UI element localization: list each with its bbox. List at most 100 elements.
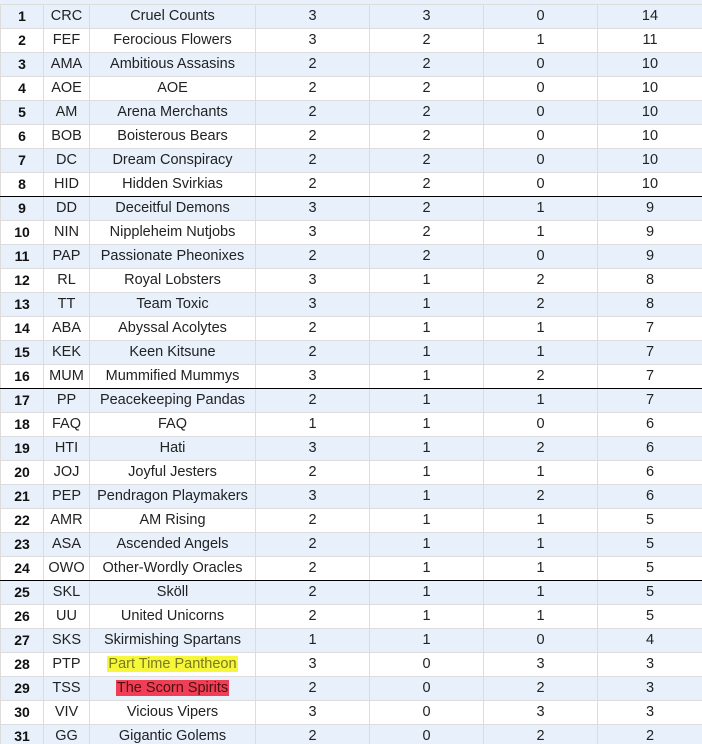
abbr-cell[interactable]: PAP bbox=[43, 244, 90, 269]
table-row[interactable]: 13 TT Team Toxic 3 1 2 8 bbox=[0, 292, 702, 317]
wins-cell[interactable]: 2 bbox=[369, 244, 484, 269]
wins-cell[interactable]: 1 bbox=[369, 556, 484, 581]
points-cell[interactable]: 10 bbox=[597, 148, 702, 173]
games-cell[interactable]: 2 bbox=[255, 676, 370, 701]
abbr-cell[interactable]: SKS bbox=[43, 628, 90, 653]
games-cell[interactable]: 2 bbox=[255, 604, 370, 629]
team-name-cell[interactable]: United Unicorns bbox=[89, 604, 256, 629]
points-cell[interactable]: 3 bbox=[597, 652, 702, 677]
wins-cell[interactable]: 2 bbox=[369, 100, 484, 125]
losses-cell[interactable]: 1 bbox=[483, 196, 598, 221]
points-cell[interactable]: 7 bbox=[597, 316, 702, 341]
abbr-cell[interactable]: OWO bbox=[43, 556, 90, 581]
team-name-cell[interactable]: Cruel Counts bbox=[89, 4, 256, 29]
wins-cell[interactable]: 2 bbox=[369, 148, 484, 173]
team-name-cell[interactable]: Abyssal Acolytes bbox=[89, 316, 256, 341]
table-row[interactable]: 27 SKS Skirmishing Spartans 1 1 0 4 bbox=[0, 628, 702, 653]
table-row[interactable]: 8 HID Hidden Svirkias 2 2 0 10 bbox=[0, 172, 702, 197]
rank-cell[interactable]: 1 bbox=[0, 4, 44, 29]
table-row[interactable]: 6 BOB Boisterous Bears 2 2 0 10 bbox=[0, 124, 702, 149]
table-row[interactable]: 18 FAQ FAQ 1 1 0 6 bbox=[0, 412, 702, 437]
rank-cell[interactable]: 22 bbox=[0, 508, 44, 533]
points-cell[interactable]: 7 bbox=[597, 340, 702, 365]
table-row[interactable]: 11 PAP Passionate Pheonixes 2 2 0 9 bbox=[0, 244, 702, 269]
wins-cell[interactable]: 1 bbox=[369, 388, 484, 413]
games-cell[interactable]: 2 bbox=[255, 316, 370, 341]
team-name-cell[interactable]: Pendragon Playmakers bbox=[89, 484, 256, 509]
team-name-cell[interactable]: Passionate Pheonixes bbox=[89, 244, 256, 269]
games-cell[interactable]: 3 bbox=[255, 220, 370, 245]
abbr-cell[interactable]: ABA bbox=[43, 316, 90, 341]
team-name-cell[interactable]: Sköll bbox=[89, 580, 256, 605]
team-name-cell[interactable]: Nippleheim Nutjobs bbox=[89, 220, 256, 245]
team-name-cell[interactable]: Peacekeeping Pandas bbox=[89, 388, 256, 413]
losses-cell[interactable]: 0 bbox=[483, 412, 598, 437]
wins-cell[interactable]: 1 bbox=[369, 460, 484, 485]
points-cell[interactable]: 6 bbox=[597, 460, 702, 485]
abbr-cell[interactable]: VIV bbox=[43, 700, 90, 725]
team-name-cell[interactable]: Boisterous Bears bbox=[89, 124, 256, 149]
abbr-cell[interactable]: TSS bbox=[43, 676, 90, 701]
losses-cell[interactable]: 2 bbox=[483, 676, 598, 701]
wins-cell[interactable]: 1 bbox=[369, 292, 484, 317]
points-cell[interactable]: 9 bbox=[597, 196, 702, 221]
games-cell[interactable]: 2 bbox=[255, 340, 370, 365]
losses-cell[interactable]: 0 bbox=[483, 4, 598, 29]
points-cell[interactable]: 6 bbox=[597, 412, 702, 437]
abbr-cell[interactable]: BOB bbox=[43, 124, 90, 149]
rank-cell[interactable]: 11 bbox=[0, 244, 44, 269]
abbr-cell[interactable]: UU bbox=[43, 604, 90, 629]
rank-cell[interactable]: 10 bbox=[0, 220, 44, 245]
table-row[interactable]: 19 HTI Hati 3 1 2 6 bbox=[0, 436, 702, 461]
games-cell[interactable]: 3 bbox=[255, 196, 370, 221]
rank-cell[interactable]: 17 bbox=[0, 388, 44, 413]
table-row[interactable]: 25 SKL Sköll 2 1 1 5 bbox=[0, 580, 702, 605]
rank-cell[interactable]: 3 bbox=[0, 52, 44, 77]
games-cell[interactable]: 2 bbox=[255, 556, 370, 581]
abbr-cell[interactable]: PEP bbox=[43, 484, 90, 509]
wins-cell[interactable]: 2 bbox=[369, 76, 484, 101]
wins-cell[interactable]: 1 bbox=[369, 316, 484, 341]
games-cell[interactable]: 3 bbox=[255, 700, 370, 725]
losses-cell[interactable]: 0 bbox=[483, 76, 598, 101]
points-cell[interactable]: 6 bbox=[597, 484, 702, 509]
wins-cell[interactable]: 1 bbox=[369, 364, 484, 389]
rank-cell[interactable]: 24 bbox=[0, 556, 44, 581]
games-cell[interactable]: 3 bbox=[255, 364, 370, 389]
abbr-cell[interactable]: JOJ bbox=[43, 460, 90, 485]
abbr-cell[interactable]: CRC bbox=[43, 4, 90, 29]
abbr-cell[interactable]: GG bbox=[43, 724, 90, 744]
wins-cell[interactable]: 1 bbox=[369, 532, 484, 557]
losses-cell[interactable]: 2 bbox=[483, 364, 598, 389]
games-cell[interactable]: 3 bbox=[255, 28, 370, 53]
rank-cell[interactable]: 2 bbox=[0, 28, 44, 53]
wins-cell[interactable]: 0 bbox=[369, 652, 484, 677]
losses-cell[interactable]: 1 bbox=[483, 388, 598, 413]
team-name-cell[interactable]: Arena Merchants bbox=[89, 100, 256, 125]
points-cell[interactable]: 8 bbox=[597, 268, 702, 293]
rank-cell[interactable]: 4 bbox=[0, 76, 44, 101]
points-cell[interactable]: 5 bbox=[597, 604, 702, 629]
abbr-cell[interactable]: SKL bbox=[43, 580, 90, 605]
team-name-cell[interactable]: AOE bbox=[89, 76, 256, 101]
team-name-cell[interactable]: Keen Kitsune bbox=[89, 340, 256, 365]
wins-cell[interactable]: 2 bbox=[369, 124, 484, 149]
team-name-cell[interactable]: Vicious Vipers bbox=[89, 700, 256, 725]
rank-cell[interactable]: 20 bbox=[0, 460, 44, 485]
rank-cell[interactable]: 18 bbox=[0, 412, 44, 437]
abbr-cell[interactable]: AMA bbox=[43, 52, 90, 77]
rank-cell[interactable]: 21 bbox=[0, 484, 44, 509]
games-cell[interactable]: 2 bbox=[255, 100, 370, 125]
table-row[interactable]: 3 AMA Ambitious Assasins 2 2 0 10 bbox=[0, 52, 702, 77]
losses-cell[interactable]: 2 bbox=[483, 436, 598, 461]
losses-cell[interactable]: 1 bbox=[483, 28, 598, 53]
table-row[interactable]: 5 AM Arena Merchants 2 2 0 10 bbox=[0, 100, 702, 125]
rank-cell[interactable]: 30 bbox=[0, 700, 44, 725]
wins-cell[interactable]: 1 bbox=[369, 268, 484, 293]
wins-cell[interactable]: 1 bbox=[369, 340, 484, 365]
losses-cell[interactable]: 2 bbox=[483, 268, 598, 293]
team-name-cell[interactable]: Gigantic Golems bbox=[89, 724, 256, 744]
wins-cell[interactable]: 1 bbox=[369, 412, 484, 437]
wins-cell[interactable]: 2 bbox=[369, 220, 484, 245]
table-row[interactable]: 22 AMR AM Rising 2 1 1 5 bbox=[0, 508, 702, 533]
